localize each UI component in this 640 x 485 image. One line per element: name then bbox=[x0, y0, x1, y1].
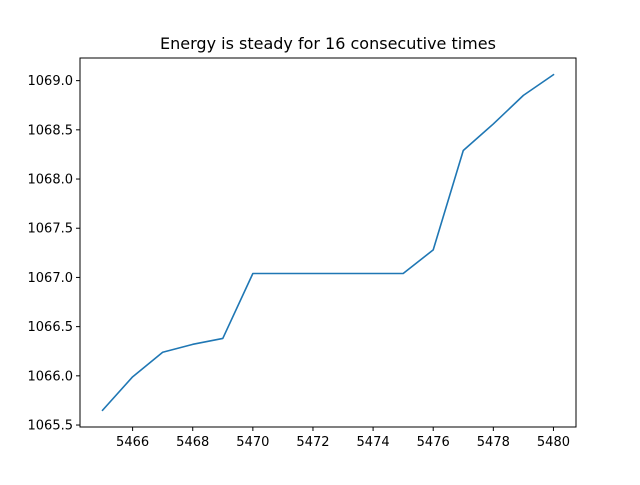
x-tick-label: 5468 bbox=[176, 435, 209, 450]
x-tick-label: 5478 bbox=[477, 435, 510, 450]
x-tick-label: 5480 bbox=[537, 435, 570, 450]
chart-title: Energy is steady for 16 consecutive time… bbox=[160, 34, 496, 53]
y-tick-label: 1067.0 bbox=[28, 271, 74, 286]
series-line bbox=[101, 73, 555, 412]
y-tick-label: 1067.5 bbox=[28, 222, 74, 237]
x-tick-label: 5466 bbox=[116, 435, 149, 450]
y-axis: 1065.5 1066.0 1066.5 1067.0 1067.5 1068.0 1068… bbox=[28, 74, 80, 434]
y-tick-label: 1065.5 bbox=[28, 419, 74, 434]
plot-area bbox=[79, 57, 577, 428]
y-tick-label: 1068.0 bbox=[28, 173, 74, 188]
x-tick-label: 5472 bbox=[296, 435, 329, 450]
x-tick-label: 5474 bbox=[357, 435, 390, 450]
y-tick-label: 1069.0 bbox=[28, 74, 74, 89]
plot-frame bbox=[79, 57, 577, 428]
x-tick-label: 5476 bbox=[417, 435, 450, 450]
y-tick-label: 1066.0 bbox=[28, 369, 74, 384]
y-tick-label: 1066.5 bbox=[28, 320, 74, 335]
x-axis: 5466 5468 5470 5472 5474 5476 5478 5480 bbox=[116, 427, 570, 450]
series-layer bbox=[101, 73, 555, 412]
x-tick-label: 5470 bbox=[236, 435, 269, 450]
y-tick-label: 1068.5 bbox=[28, 123, 74, 138]
